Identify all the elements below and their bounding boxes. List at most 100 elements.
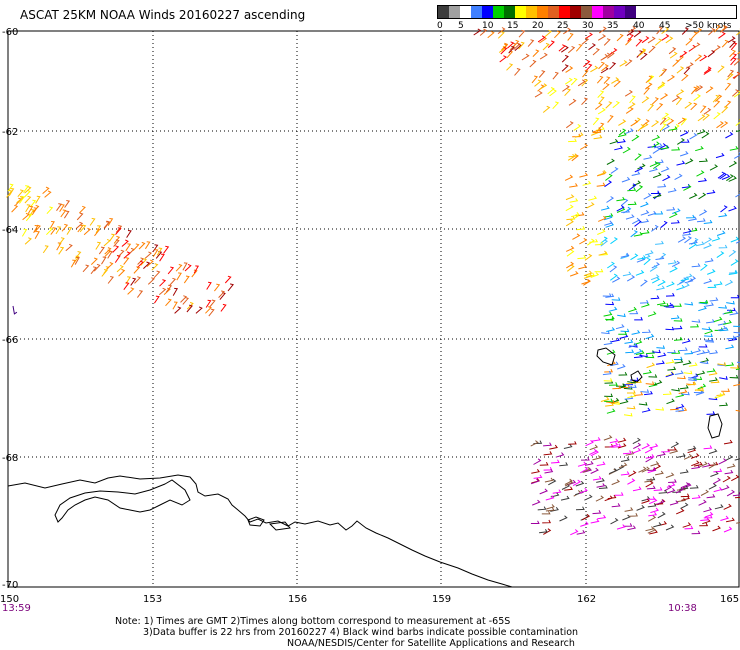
wind-barb <box>703 237 713 244</box>
wind-barb <box>647 75 655 83</box>
wind-barb <box>623 412 633 417</box>
wind-barb <box>63 210 70 219</box>
wind-barb <box>676 89 685 96</box>
wind-barb <box>538 70 546 78</box>
wind-barb <box>64 200 71 208</box>
wind-barb <box>592 127 602 133</box>
wind-barb <box>735 118 740 126</box>
wind-barb <box>643 154 653 160</box>
wind-barb <box>736 28 740 36</box>
wind-barb <box>684 278 694 284</box>
wind-barb <box>695 85 704 93</box>
wind-barb <box>114 255 121 263</box>
wind-barb <box>169 277 177 286</box>
legend-swatch-7 <box>515 6 526 18</box>
wind-barb <box>693 94 702 102</box>
legend-swatch-2 <box>460 6 471 18</box>
wind-barb <box>647 36 656 44</box>
wind-barb <box>565 219 574 227</box>
wind-barb <box>709 297 719 302</box>
wind-barb <box>195 306 203 314</box>
wind-barb <box>641 466 650 473</box>
wind-barb <box>620 253 629 260</box>
wind-barb <box>709 377 718 382</box>
wind-barb <box>696 218 706 223</box>
wind-barb <box>720 25 729 33</box>
wind-barb <box>640 201 649 208</box>
wind-barb <box>718 212 728 218</box>
wind-barb <box>712 477 722 485</box>
wind-barb <box>670 441 680 449</box>
wind-barb <box>566 121 574 129</box>
wind-barb <box>711 236 721 242</box>
wind-barb <box>606 158 615 165</box>
wind-barb <box>532 49 540 57</box>
wind-barb <box>579 487 588 494</box>
wind-barb <box>590 467 599 474</box>
wind-barb <box>575 44 583 52</box>
wind-barb <box>653 487 663 491</box>
wind-barb <box>647 467 657 471</box>
wind-barb <box>703 242 712 249</box>
wind-barb <box>104 247 112 255</box>
wind-barb <box>549 444 558 450</box>
wind-barb <box>701 131 710 139</box>
legend-labels: 0 5 10 15 20 25 30 35 40 45 >50 knots <box>437 19 737 31</box>
wind-barb <box>619 60 628 67</box>
wind-barb <box>533 458 542 465</box>
wind-barb <box>46 227 53 236</box>
wind-barb <box>655 255 665 260</box>
wind-barb <box>676 486 686 491</box>
wind-barb <box>616 524 626 530</box>
wind-barb <box>549 89 557 97</box>
wind-barb <box>539 529 548 534</box>
wind-barb <box>508 45 515 54</box>
wind-barb <box>25 213 33 222</box>
wind-barb <box>655 470 664 476</box>
wind-barb <box>669 51 678 59</box>
wind-barb <box>42 186 50 194</box>
wind-barb <box>617 437 627 443</box>
island-1 <box>247 516 265 527</box>
wind-barb <box>600 205 610 211</box>
wind-barb <box>590 518 600 524</box>
wind-barb <box>728 160 738 168</box>
wind-barb <box>606 408 616 414</box>
wind-barb <box>649 161 659 168</box>
wind-barb <box>606 196 615 203</box>
wind-barb <box>670 406 679 411</box>
legend-swatch-6 <box>504 6 515 18</box>
wind-barb <box>506 63 514 71</box>
wind-barb <box>723 319 732 325</box>
wind-barb <box>545 495 555 501</box>
wind-barb <box>669 212 678 219</box>
wind-barb <box>619 399 629 405</box>
wind-barb <box>647 503 657 508</box>
legend-label-50-knots: >50 knots <box>685 21 732 31</box>
wind-barb <box>590 65 599 73</box>
wind-barb <box>698 305 707 312</box>
wind-barb <box>610 166 619 174</box>
wind-barb <box>531 469 540 474</box>
wind-barb <box>648 374 658 378</box>
wind-barb <box>733 330 740 334</box>
wind-barb <box>543 528 552 535</box>
wind-barb <box>658 252 667 260</box>
wind-barb <box>661 33 670 41</box>
wind-barb <box>582 69 589 78</box>
wind-barb <box>625 214 635 220</box>
wind-barb <box>641 96 650 104</box>
wind-barb <box>714 504 724 510</box>
wind-barb <box>22 212 30 221</box>
wind-barb <box>667 74 676 82</box>
wind-barb <box>683 453 693 460</box>
wind-barb <box>547 40 555 48</box>
legend-swatch-11 <box>559 6 570 18</box>
wind-barb <box>598 26 607 34</box>
wind-barb <box>641 36 650 44</box>
antarctic-coastline <box>7 474 513 588</box>
legend-label-0: 0 <box>437 21 443 31</box>
wind-barb <box>718 305 728 309</box>
wind-barb <box>58 237 65 246</box>
wind-barb <box>679 385 689 390</box>
